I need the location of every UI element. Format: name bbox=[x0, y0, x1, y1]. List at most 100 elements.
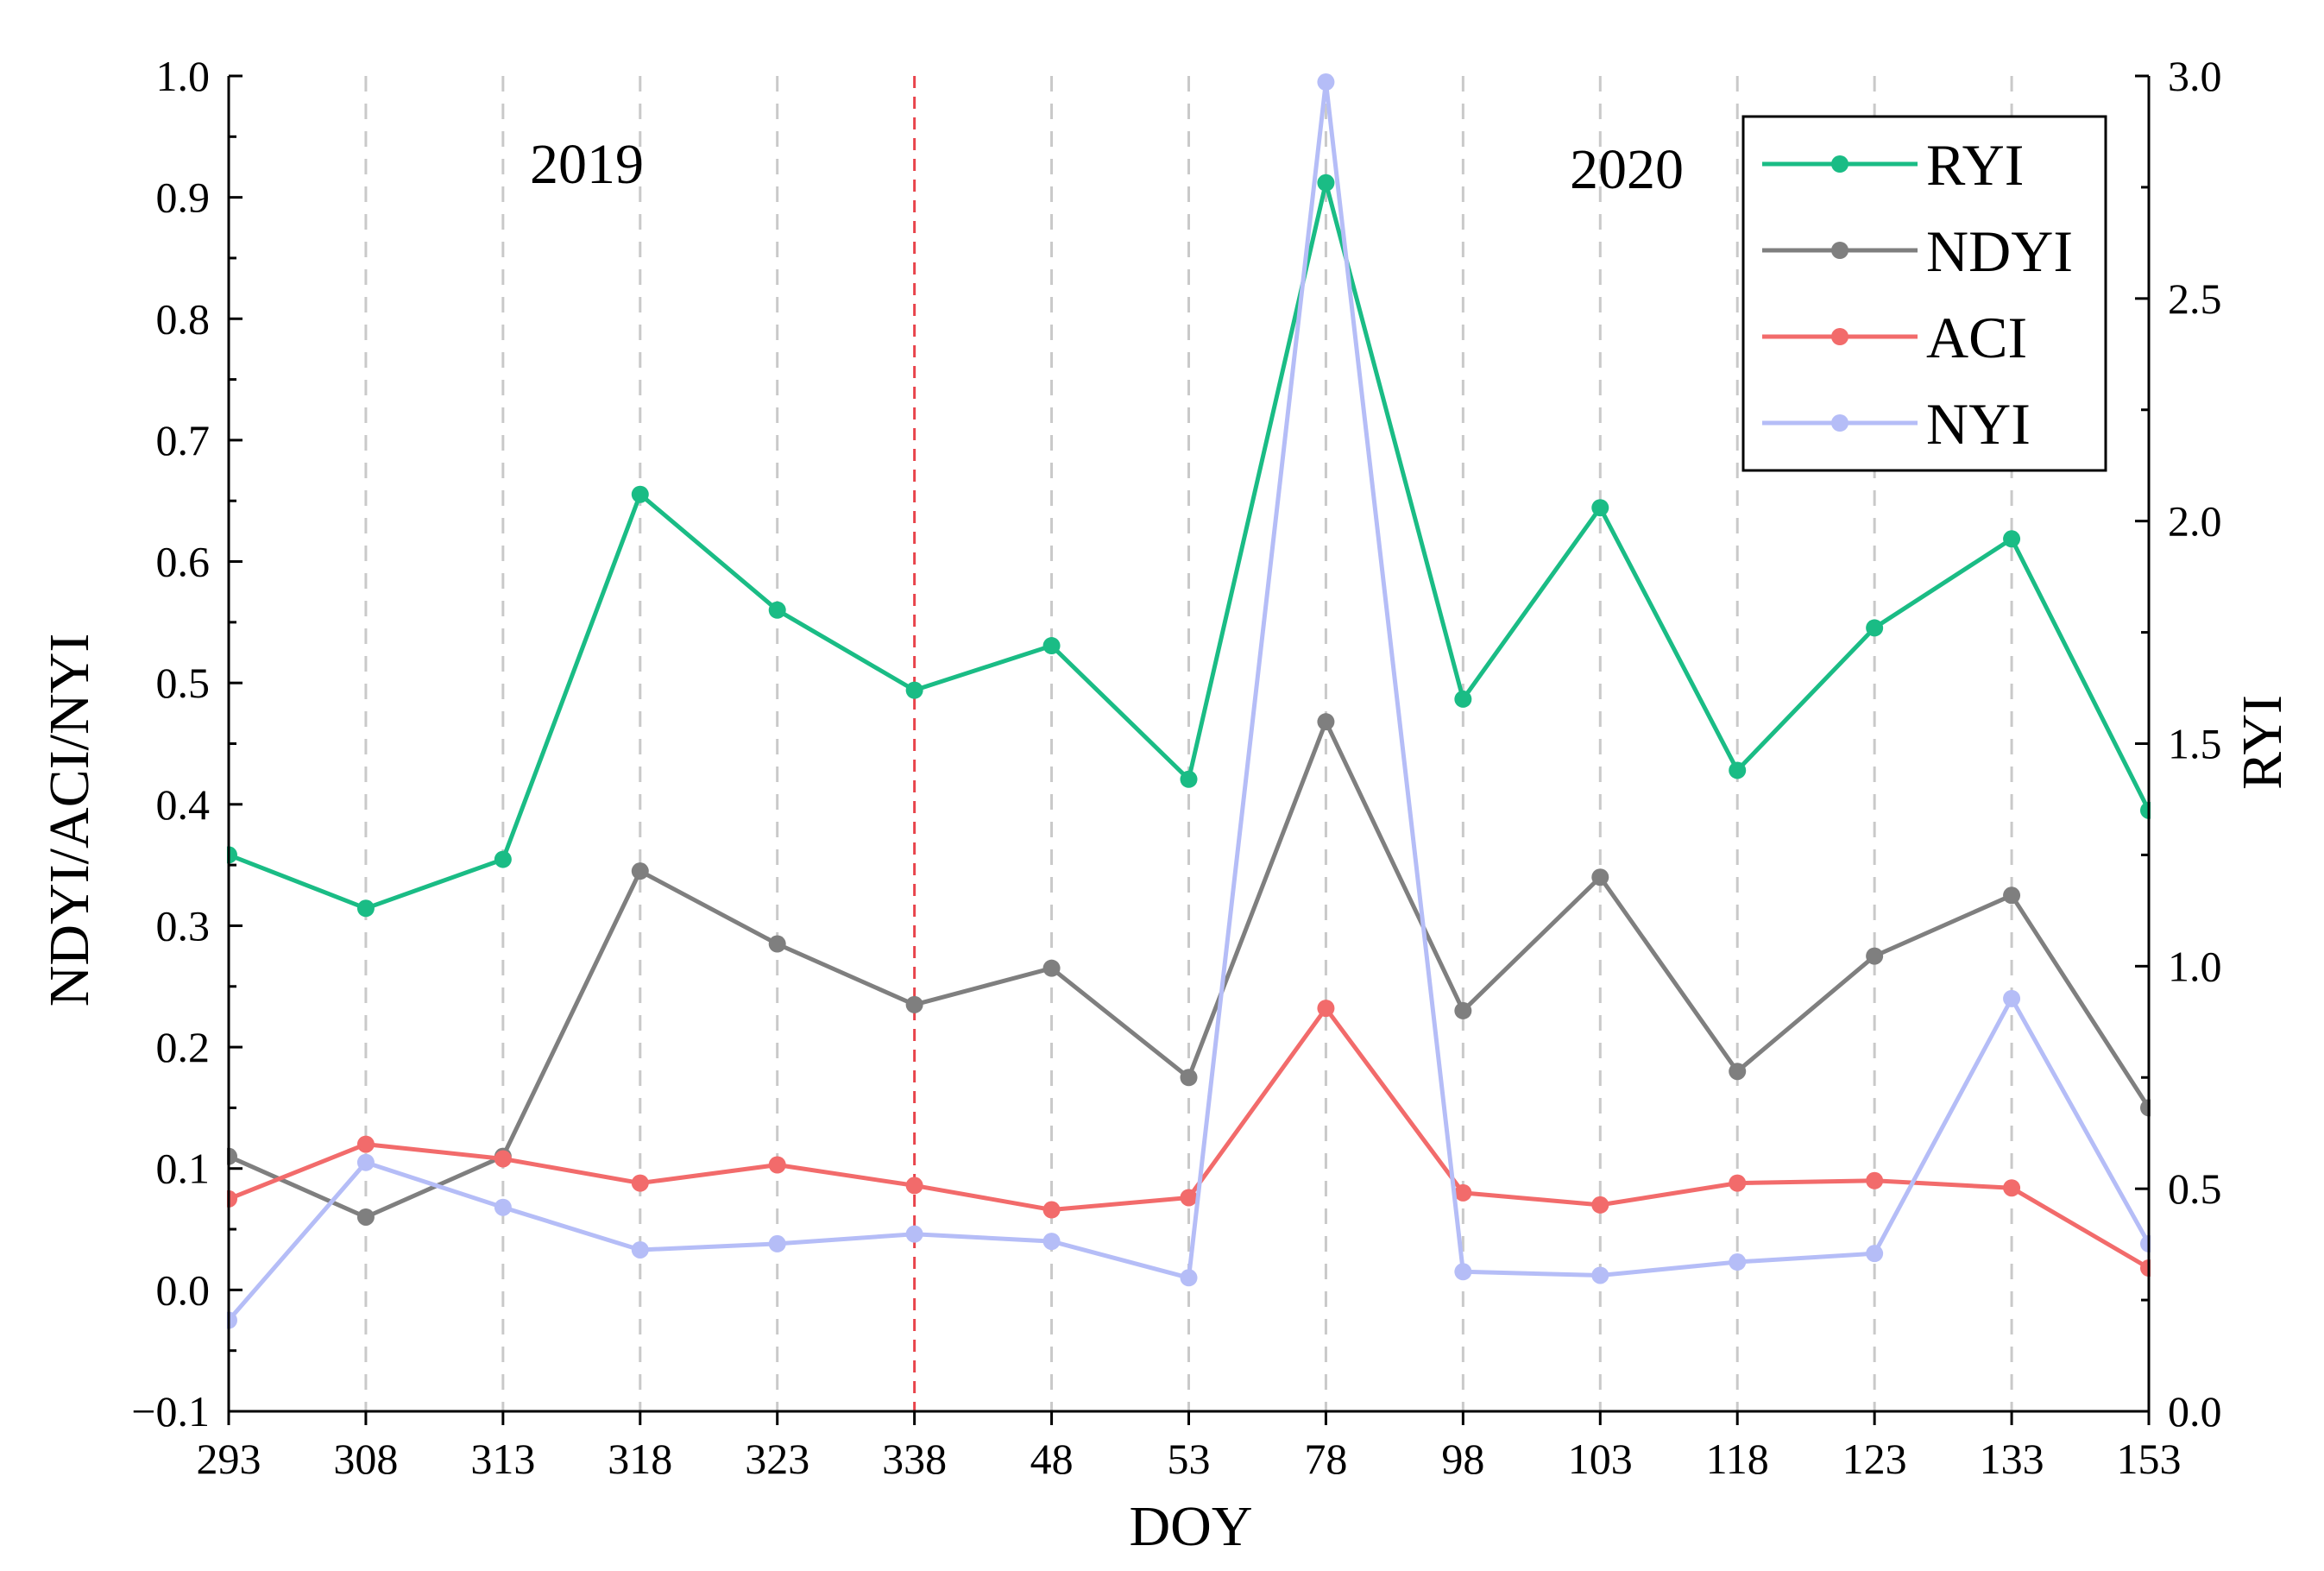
data-point-ndyi bbox=[905, 995, 923, 1013]
y-tick-label-left: 0.3 bbox=[156, 901, 211, 950]
y-tick-label-right: 3.0 bbox=[2168, 52, 2222, 100]
legend-label: ACI bbox=[1926, 305, 2027, 370]
legend-label: NYI bbox=[1926, 391, 2031, 457]
data-point-ryi bbox=[1180, 770, 1198, 788]
x-tick-label: 313 bbox=[470, 1435, 535, 1483]
data-point-ryi bbox=[356, 899, 375, 918]
y-tick-label-left: 0.9 bbox=[156, 174, 211, 222]
data-point-aci bbox=[494, 1150, 512, 1168]
data-point-ryi bbox=[1591, 499, 1609, 517]
data-point-ndyi bbox=[1180, 1069, 1198, 1087]
y-tick-label-left: 0.4 bbox=[156, 780, 211, 829]
x-tick-label: 293 bbox=[197, 1435, 261, 1483]
x-tick-label: 153 bbox=[2117, 1435, 2182, 1483]
data-point-aci bbox=[631, 1174, 649, 1192]
legend-box bbox=[1741, 115, 2107, 472]
y-axis-title-left: NDYI/ACI/NYI bbox=[38, 634, 101, 1007]
data-point-aci bbox=[1729, 1174, 1747, 1192]
data-point-ryi bbox=[905, 681, 923, 699]
data-point-ndyi bbox=[1591, 868, 1609, 886]
data-point-aci bbox=[1454, 1183, 1472, 1202]
legend-swatch-marker bbox=[1831, 328, 1848, 345]
legend-item-ryi: RYI bbox=[1762, 132, 2024, 198]
series-nyi bbox=[227, 73, 2151, 1329]
y-tick-label-left: 0.8 bbox=[156, 294, 211, 343]
data-point-nyi bbox=[1591, 1266, 1609, 1284]
year-label-2019: 2019 bbox=[530, 133, 644, 196]
x-tick-label: 323 bbox=[745, 1435, 809, 1483]
data-point-nyi bbox=[1729, 1253, 1747, 1271]
series-aci bbox=[227, 1000, 2151, 1278]
y-tick-label-left: 0.1 bbox=[156, 1145, 211, 1193]
labels-layer: DOY NDYI/ACI/NYI RYI 2019 2020 bbox=[38, 133, 2294, 1558]
data-point-ryi bbox=[631, 485, 649, 503]
axes-layer: −0.1 0.0 0.1 0.2 0.3 0.4 0.5 0.6 0.7 0.8 0.9 1.0 0.0… bbox=[131, 52, 2221, 1483]
data-point-ndyi bbox=[2003, 886, 2021, 905]
legend-swatch-marker bbox=[1831, 414, 1848, 432]
x-tick-label: 118 bbox=[1706, 1435, 1769, 1483]
data-point-ndyi bbox=[1729, 1063, 1747, 1081]
x-tick-label: 133 bbox=[1980, 1435, 2044, 1483]
y-tick-label-right: 2.0 bbox=[2168, 497, 2222, 546]
data-point-nyi bbox=[494, 1198, 512, 1216]
data-point-ryi bbox=[1042, 637, 1061, 655]
legend: RYI NDYI ACI NYI bbox=[1741, 115, 2107, 472]
y-tick-label-left: 0.7 bbox=[156, 416, 211, 464]
legend-label: RYI bbox=[1926, 132, 2024, 198]
data-point-aci bbox=[768, 1156, 786, 1174]
data-point-nyi bbox=[2003, 989, 2021, 1007]
data-point-nyi bbox=[1042, 1233, 1061, 1251]
data-point-ryi bbox=[494, 850, 512, 868]
series-ndyi bbox=[227, 713, 2151, 1226]
x-tick-label: 338 bbox=[882, 1435, 947, 1483]
legend-item-nyi: NYI bbox=[1762, 391, 2031, 457]
data-point-aci bbox=[905, 1177, 923, 1195]
data-point-ryi bbox=[2003, 530, 2021, 548]
data-point-nyi bbox=[1866, 1245, 1884, 1263]
data-point-nyi bbox=[1454, 1263, 1472, 1281]
y-tick-label-right: 0.5 bbox=[2168, 1164, 2222, 1213]
data-point-nyi bbox=[356, 1153, 375, 1171]
data-point-aci bbox=[1042, 1201, 1061, 1219]
y-tick-label-right: 1.0 bbox=[2168, 942, 2222, 990]
data-point-nyi bbox=[1180, 1269, 1198, 1287]
data-point-ryi bbox=[1866, 619, 1884, 637]
data-point-ndyi bbox=[1454, 1001, 1472, 1019]
y-tick-label-left: 1.0 bbox=[156, 52, 211, 100]
x-tick-label: 48 bbox=[1030, 1435, 1074, 1483]
y-tick-label-right: 2.5 bbox=[2168, 274, 2222, 323]
y-tick-label-left: 0.0 bbox=[156, 1265, 211, 1314]
data-point-ndyi bbox=[768, 935, 786, 953]
y-tick-label-left: 0.5 bbox=[156, 659, 211, 707]
data-point-nyi bbox=[905, 1225, 923, 1243]
data-point-ndyi bbox=[1042, 959, 1061, 977]
data-point-nyi bbox=[1317, 73, 1335, 91]
y-tick-label-right: 0.0 bbox=[2168, 1387, 2222, 1435]
y-axis-title-right: RYI bbox=[2231, 695, 2294, 790]
x-tick-label: 123 bbox=[1842, 1435, 1907, 1483]
x-tick-label: 318 bbox=[608, 1435, 672, 1483]
data-point-ndyi bbox=[631, 862, 649, 880]
data-point-aci bbox=[1317, 1000, 1335, 1018]
legend-item-ndyi: NDYI bbox=[1762, 218, 2073, 284]
x-tick-label: 308 bbox=[333, 1435, 398, 1483]
x-tick-label: 78 bbox=[1304, 1435, 1347, 1483]
series-layer bbox=[227, 73, 2151, 1329]
data-point-ryi bbox=[768, 601, 786, 619]
x-tick-label: 103 bbox=[1568, 1435, 1633, 1483]
y-tick-label-left: 0.6 bbox=[156, 538, 211, 586]
x-tick-label: 53 bbox=[1168, 1435, 1211, 1483]
data-point-nyi bbox=[631, 1240, 649, 1259]
data-point-aci bbox=[1591, 1196, 1609, 1214]
data-point-ryi bbox=[1729, 761, 1747, 779]
data-point-ndyi bbox=[1866, 947, 1884, 965]
legend-swatch-marker bbox=[1831, 242, 1848, 259]
data-point-aci bbox=[2003, 1179, 2021, 1197]
x-tick-label: 98 bbox=[1441, 1435, 1484, 1483]
legend-item-aci: ACI bbox=[1762, 305, 2027, 370]
data-point-aci bbox=[1180, 1189, 1198, 1207]
data-point-ryi bbox=[1454, 690, 1472, 708]
legend-label: NDYI bbox=[1926, 218, 2073, 284]
data-point-nyi bbox=[768, 1234, 786, 1252]
